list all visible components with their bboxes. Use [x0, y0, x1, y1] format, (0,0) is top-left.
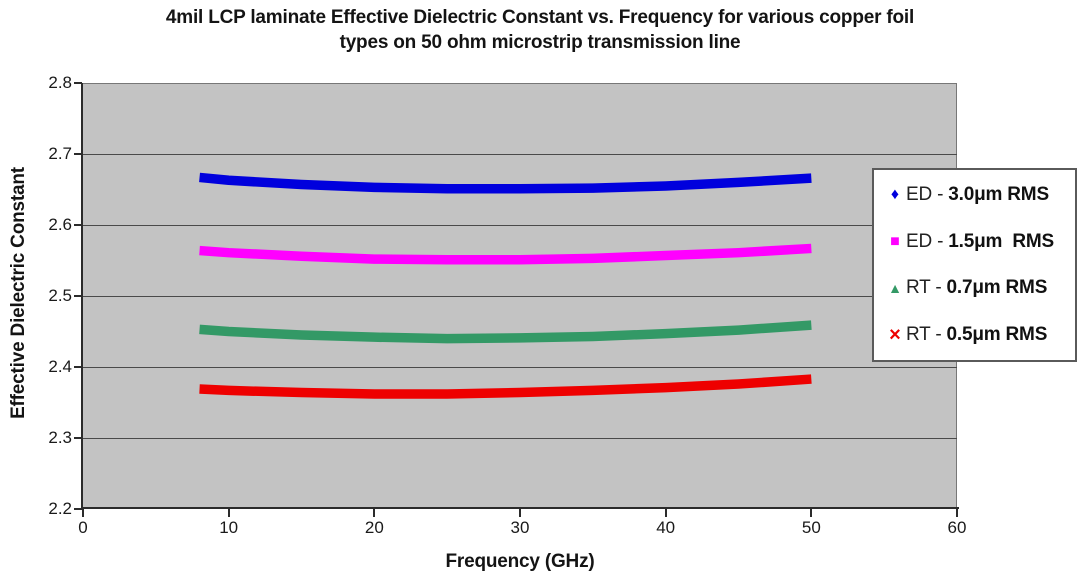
x-tick-mark	[227, 509, 230, 517]
gridline	[83, 295, 957, 297]
y-tick-label: 2.7	[48, 144, 72, 163]
x-axis-title: Frequency (GHz)	[445, 551, 595, 572]
y-tick-mark	[74, 508, 82, 510]
y-tick-mark	[74, 366, 82, 368]
gridline	[83, 153, 957, 155]
y-tick-label: 2.6	[48, 215, 72, 234]
x-tick-label: 20	[364, 518, 384, 537]
chart-title: 4mil LCP laminate Effective Dielectric C…	[0, 5, 1080, 55]
y-tick-label: 2.2	[48, 499, 72, 518]
legend-label: ED - 1.5μm RMS	[906, 230, 1054, 252]
chart-title-line1: 4mil LCP laminate Effective Dielectric C…	[165, 7, 915, 28]
y-tick-label: 2.4	[48, 357, 72, 376]
gridline	[83, 366, 957, 368]
diamond-icon: ♦	[890, 186, 900, 204]
x-tick-mark	[664, 509, 667, 517]
y-tick-mark	[74, 224, 82, 226]
legend-label: RT - 0.7μm RMS	[906, 277, 1048, 299]
x-tick-label: 50	[801, 518, 821, 537]
x-tick-label: 60	[947, 518, 967, 537]
x-tick-mark	[519, 509, 521, 517]
legend-label: ED - 3.0μm RMS	[906, 184, 1049, 206]
gridline	[83, 437, 957, 439]
x-tick-mark	[956, 509, 958, 517]
y-tick-mark	[74, 153, 82, 155]
legend-label: RT - 0.5μm RMS	[906, 323, 1048, 345]
legend-entry: ■ ED - 1.5μm RMS	[884, 219, 1075, 266]
x-tick-mark	[810, 509, 813, 517]
series-line-x	[199, 374, 812, 399]
y-axis-line	[81, 83, 83, 510]
square-icon: ■	[890, 232, 900, 250]
y-tick-mark	[74, 82, 82, 84]
triangle-icon: ▲	[888, 280, 902, 297]
x-tick-label: 10	[219, 518, 239, 537]
series-line-triangle	[199, 320, 812, 344]
x-tick-mark	[82, 509, 84, 517]
y-tick-label: 2.8	[48, 73, 72, 92]
gridline	[83, 224, 957, 226]
legend-entry: ▲ RT - 0.7μm RMS	[884, 265, 1075, 312]
series-line-diamond	[199, 172, 812, 194]
legend-entry: ♦ ED - 3.0μm RMS	[884, 172, 1075, 219]
x-tick-label: 40	[656, 518, 676, 537]
x-icon: ×	[889, 323, 901, 346]
y-tick-label: 2.3	[48, 428, 72, 447]
x-tick-mark	[373, 509, 376, 517]
legend: ♦ ED - 3.0μm RMS ■ ED - 1.5μm RMS ▲ RT - 0.7μ…	[872, 168, 1077, 362]
x-axis-line	[81, 507, 959, 509]
x-tick-label: 30	[510, 518, 530, 537]
y-tick-mark	[74, 295, 82, 297]
legend-entry: × RT - 0.5μm RMS	[884, 312, 1075, 359]
x-tick-label: 0	[78, 518, 88, 537]
series-line-square	[199, 243, 812, 265]
chart-title-line2: types on 50 ohm microstrip transmission …	[339, 32, 741, 53]
y-tick-mark	[74, 437, 82, 439]
y-tick-label: 2.5	[48, 286, 72, 305]
